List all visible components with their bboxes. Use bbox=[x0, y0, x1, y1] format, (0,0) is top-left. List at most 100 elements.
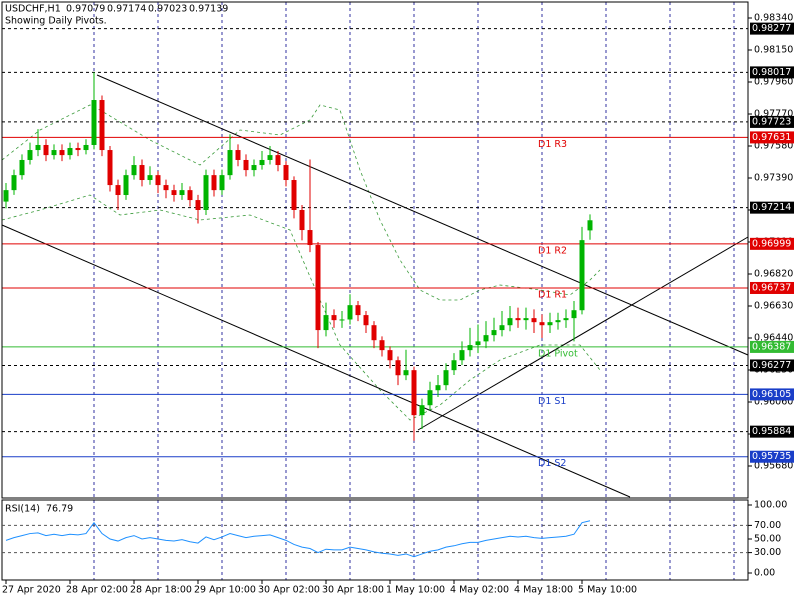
candle-body bbox=[307, 230, 313, 246]
x-tick-label: 30 Apr 18:00 bbox=[322, 585, 384, 596]
level-label: 0.95735 bbox=[752, 451, 791, 462]
candle-body bbox=[235, 150, 241, 160]
pivot-label: D1 Pivot bbox=[538, 348, 578, 359]
x-tick-label: 29 Apr 10:00 bbox=[194, 585, 256, 596]
candle-body bbox=[403, 370, 409, 376]
rsi-pane: 100.00 70.00 50.00 30.00 0.00 bbox=[2, 500, 787, 579]
candle-body bbox=[339, 319, 345, 321]
rsi-tick-label: 70.00 bbox=[754, 520, 781, 531]
level-label: 0.96277 bbox=[752, 360, 791, 371]
candle-body bbox=[203, 175, 209, 210]
candle-body bbox=[251, 165, 257, 171]
y-tick-label: 0.95680 bbox=[754, 461, 793, 472]
subtitle: Showing Daily Pivots. bbox=[5, 16, 107, 27]
candle-body bbox=[123, 175, 129, 196]
candle-body bbox=[99, 100, 105, 151]
candle-body bbox=[83, 144, 89, 151]
pivot-label: D1 R2 bbox=[538, 245, 567, 256]
y-tick-label: 0.97580 bbox=[754, 141, 793, 152]
candle-body bbox=[563, 318, 569, 321]
candle-body bbox=[459, 350, 465, 361]
band-upper bbox=[1, 104, 601, 301]
candle-body bbox=[411, 370, 417, 416]
level-label: 0.95884 bbox=[752, 426, 791, 437]
candle-body bbox=[435, 385, 441, 391]
candle-body bbox=[35, 144, 41, 151]
rsi-line bbox=[5, 520, 591, 558]
candle-body bbox=[523, 318, 529, 321]
symbol: USDCHF,H1 bbox=[5, 4, 61, 15]
level-label-box bbox=[750, 237, 794, 250]
level-label: 0.97214 bbox=[752, 202, 791, 213]
candle-body bbox=[355, 305, 361, 316]
level-label-box bbox=[750, 131, 794, 144]
candle-body bbox=[195, 200, 201, 210]
level-label-box bbox=[750, 201, 794, 214]
candle-body bbox=[19, 159, 25, 176]
level-label-box bbox=[750, 388, 794, 401]
candles bbox=[3, 72, 593, 441]
candle-body bbox=[467, 345, 473, 351]
bands bbox=[1, 104, 601, 421]
candle-body bbox=[75, 148, 81, 151]
level-label-box bbox=[750, 66, 794, 79]
candle-body bbox=[315, 245, 321, 331]
candle-body bbox=[555, 320, 561, 323]
candle-body bbox=[275, 155, 281, 166]
level-label: 0.98277 bbox=[752, 23, 791, 34]
candle-body bbox=[291, 180, 297, 210]
candle-body bbox=[419, 405, 425, 416]
y-tick-label: 0.96060 bbox=[754, 397, 793, 408]
level-label-box bbox=[750, 450, 794, 463]
level-label-box bbox=[750, 340, 794, 353]
grid bbox=[93, 2, 735, 580]
candle-body bbox=[43, 144, 49, 156]
candle-body bbox=[499, 325, 505, 331]
candle-body bbox=[131, 165, 137, 176]
x-tick-label: 4 May 02:00 bbox=[450, 585, 509, 596]
candle-body bbox=[147, 175, 153, 181]
candle-body bbox=[179, 190, 185, 196]
header-low: 0.97023 bbox=[148, 4, 187, 15]
y-tick-label: 0.96820 bbox=[754, 269, 793, 280]
candle-body bbox=[299, 210, 305, 231]
candle-body bbox=[475, 341, 481, 346]
pivot-label: D1 S1 bbox=[538, 396, 566, 407]
rsi-tick-label: 30.00 bbox=[754, 547, 781, 558]
y-tick-label: 0.96440 bbox=[754, 333, 793, 344]
candle-body bbox=[227, 150, 233, 176]
trendlines bbox=[1, 74, 749, 498]
rsi-frame bbox=[1, 499, 749, 581]
level-label-box bbox=[750, 22, 794, 35]
trendline bbox=[1, 224, 631, 498]
y-tick-label: 0.97960 bbox=[754, 77, 793, 88]
pivot-label: D1 R1 bbox=[538, 289, 567, 300]
trendline bbox=[96, 74, 749, 356]
level-label: 0.96999 bbox=[752, 238, 791, 249]
x-tick-label: 28 Apr 18:00 bbox=[130, 585, 192, 596]
candle-body bbox=[379, 340, 385, 351]
candle-body bbox=[427, 390, 433, 406]
candle-body bbox=[395, 360, 401, 376]
level-label: 0.97631 bbox=[752, 132, 791, 143]
candle-body bbox=[491, 330, 497, 336]
candle-body bbox=[579, 240, 585, 311]
header-close: 0.97139 bbox=[189, 4, 228, 15]
candle-body bbox=[371, 325, 377, 341]
candle-body bbox=[515, 318, 521, 321]
rsi-tick-label: 100.00 bbox=[754, 500, 787, 511]
candle-body bbox=[163, 185, 169, 191]
candle-body bbox=[539, 322, 545, 326]
level-label-box bbox=[750, 359, 794, 372]
candle-body bbox=[483, 335, 489, 342]
x-tick-label: 1 May 10:00 bbox=[386, 585, 445, 596]
candle-body bbox=[571, 310, 577, 319]
y-tick-label: 0.97390 bbox=[754, 173, 793, 184]
band-lower bbox=[1, 194, 601, 421]
candle-body bbox=[3, 190, 9, 202]
main-frame bbox=[1, 1, 749, 499]
candle-body bbox=[27, 150, 33, 160]
